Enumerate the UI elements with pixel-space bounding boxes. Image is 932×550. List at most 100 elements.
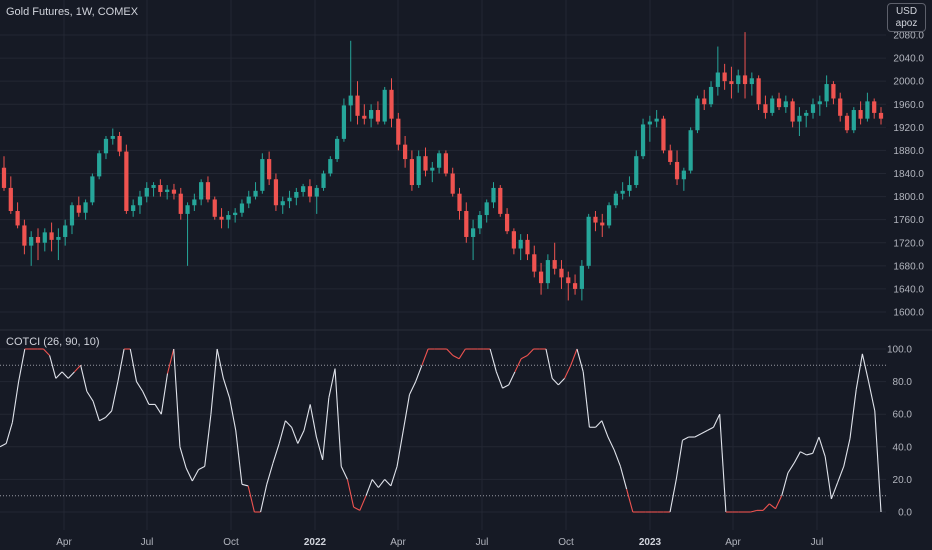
candle-body	[253, 190, 258, 197]
candle-body	[178, 193, 183, 214]
candle-body	[348, 95, 353, 106]
price-tick-label: 1600.0	[893, 308, 924, 319]
cotci-segment	[781, 472, 789, 496]
cotci-segment	[117, 348, 125, 382]
cotci-segment	[111, 381, 119, 412]
candle-body	[375, 110, 381, 122]
cotci-segment	[520, 355, 528, 360]
candle-body	[35, 236, 41, 243]
candle-body	[165, 189, 170, 192]
cotci-segment	[526, 348, 534, 356]
cotci-segment	[675, 440, 684, 480]
candle-body	[804, 112, 809, 116]
candle-body	[790, 101, 795, 122]
cotci-segment	[5, 422, 13, 444]
candle-body	[457, 193, 462, 212]
cotci-segment	[129, 348, 138, 382]
candle-body	[307, 186, 313, 197]
time-axis[interactable]: Apr Jul Oct 2022 Apr Jul Oct 2023 Apr Jul	[56, 537, 823, 548]
candle-body	[600, 222, 605, 226]
indicator-title: COTCI (26, 90, 10)	[6, 336, 100, 348]
cotci-segment	[818, 436, 826, 457]
candle-body	[695, 98, 700, 131]
candle-body	[239, 203, 245, 213]
cotci-segment	[619, 466, 628, 490]
candle-body	[858, 110, 863, 119]
price-tick-label: 1640.0	[893, 284, 924, 295]
candle-body	[668, 150, 673, 162]
cotci-segment	[142, 391, 150, 405]
cotci-segment	[626, 489, 634, 513]
candle-body	[498, 187, 503, 214]
cotci-segment	[707, 426, 714, 431]
candle-body	[538, 271, 544, 284]
candle-body	[219, 216, 224, 220]
cotci-segment	[775, 495, 783, 509]
cotci-segment	[843, 438, 851, 467]
cotci-segment	[421, 348, 429, 366]
cotci-segment	[86, 391, 94, 402]
time-tick-label: Apr	[56, 537, 72, 548]
candle-body	[722, 72, 727, 82]
cotci-segment	[105, 410, 113, 418]
cotci-segment	[173, 348, 181, 447]
cotci-segment	[508, 371, 516, 386]
candle-body	[817, 101, 822, 105]
currency-unit-badge[interactable]: USD apoz	[887, 3, 926, 32]
candle-body	[362, 115, 367, 119]
cotci-segment	[868, 381, 876, 412]
candle-body	[831, 84, 836, 99]
candle-body	[15, 211, 20, 226]
cotci-segment	[166, 348, 175, 374]
candle-body	[1, 167, 7, 188]
cotci-segment	[297, 430, 305, 444]
cotci-segment	[204, 414, 212, 467]
candle-body	[97, 153, 102, 177]
candle-body	[797, 115, 802, 122]
candle-body	[749, 78, 754, 85]
cotci-segment	[694, 433, 702, 438]
candle-body	[22, 225, 27, 246]
cotci-segment	[849, 389, 857, 439]
candle-body	[205, 182, 211, 200]
indicator-axis[interactable]: 0.0 20.0 40.0 60.0 80.0 100.0	[887, 345, 912, 519]
cotci-segment	[222, 378, 231, 399]
candle-body	[389, 89, 394, 119]
cotci-segment	[700, 430, 708, 435]
candle-body	[382, 89, 387, 122]
price-tick-label: 1720.0	[893, 238, 924, 249]
cotci-segment	[334, 368, 342, 467]
candle-body	[559, 268, 564, 278]
cotci-line[interactable]	[0, 348, 882, 513]
candle-body	[171, 189, 177, 194]
candle-body	[212, 199, 217, 217]
price-axis[interactable]: 1600.0 1640.0 1680.0 1720.0 1760.0 1800.0 1840…	[893, 31, 924, 319]
candle-body	[267, 159, 272, 180]
cotci-segment	[99, 416, 106, 422]
candle-body	[63, 225, 68, 237]
cotci-segment	[800, 451, 807, 456]
price-candles[interactable]	[1, 32, 884, 301]
cotci-segment	[806, 452, 813, 456]
candle-body	[763, 104, 768, 113]
candle-body	[470, 228, 476, 237]
cotci-segment	[415, 365, 423, 382]
time-tick-label: Oct	[223, 537, 239, 548]
candle-body	[736, 75, 741, 85]
candle-body	[423, 156, 428, 171]
time-tick-label: Jul	[476, 537, 489, 548]
candle-body	[613, 193, 618, 206]
cotci-segment	[830, 482, 839, 500]
price-tick-label: 2040.0	[893, 54, 924, 65]
candle-body	[151, 185, 156, 188]
cotci-segment	[452, 355, 460, 360]
cotci-segment	[0, 443, 7, 448]
cotci-segment	[365, 479, 373, 496]
cotci-segment	[613, 449, 621, 467]
cotci-segment	[793, 451, 801, 464]
cotci-segment	[191, 469, 200, 482]
cotci-segment	[340, 466, 348, 480]
candle-body	[491, 187, 496, 203]
candle-body	[301, 186, 306, 192]
